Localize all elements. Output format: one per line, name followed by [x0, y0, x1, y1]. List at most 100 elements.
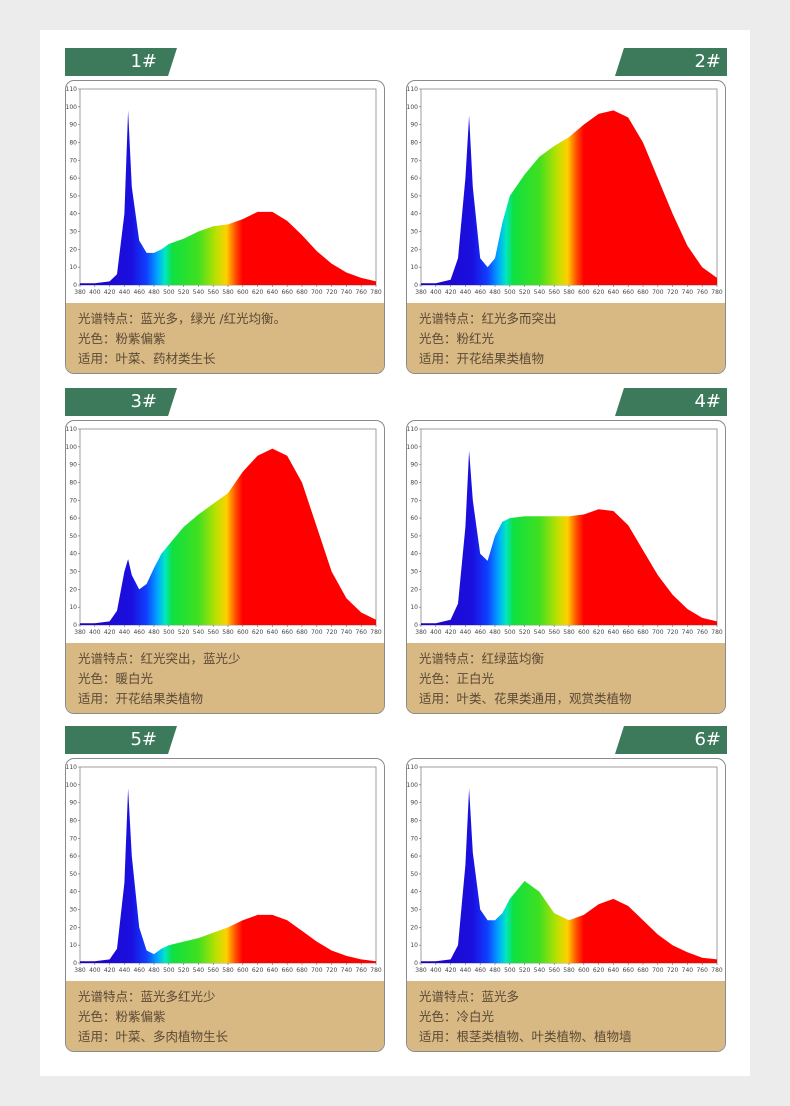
y-tick-label: 100 — [407, 444, 418, 451]
y-tick-label: 100 — [66, 444, 77, 451]
y-tick-label: 50 — [410, 871, 418, 878]
x-tick-label: 460 — [133, 967, 145, 974]
y-tick-label: 10 — [410, 942, 418, 949]
x-tick-label: 780 — [370, 967, 382, 974]
panel-tag-6: 6# — [615, 726, 727, 754]
y-tick-label: 110 — [407, 426, 418, 433]
panel-tag-5: 5# — [65, 726, 177, 754]
caption-feature-1: 光谱特点：蓝光多，绿光 /红光均衡。 — [78, 311, 287, 326]
x-tick-label: 380 — [415, 629, 427, 636]
y-tick-label: 90 — [410, 122, 418, 129]
panel-label-5: 5# — [130, 729, 157, 750]
y-tick-label: 110 — [407, 86, 418, 93]
x-tick-label: 520 — [178, 629, 190, 636]
caption-5: 光谱特点：蓝光多红光少 光色：粉紫偏紫 适用：叶菜、多肉植物生长 — [66, 981, 384, 1051]
y-tick-label: 70 — [69, 835, 77, 842]
x-tick-label: 380 — [415, 289, 427, 296]
x-tick-label: 480 — [148, 289, 160, 296]
y-tick-label: 80 — [69, 139, 77, 146]
y-tick-label: 50 — [69, 871, 77, 878]
x-tick-label: 740 — [341, 629, 353, 636]
spectrum-chart-3: 0 10 20 30 40 50 60 70 80 90 100 110 380 400 420 440 460… — [66, 426, 382, 636]
caption-2: 光谱特点：红光多而突出 光色：粉红光 适用：开花结果类植物 — [407, 303, 725, 373]
x-tick-label: 680 — [637, 289, 649, 296]
x-tick-label: 540 — [193, 967, 205, 974]
spectrum-area — [80, 110, 376, 286]
y-tick-label: 0 — [414, 282, 418, 289]
x-tick-label: 680 — [296, 629, 308, 636]
x-tick-label: 760 — [696, 289, 708, 296]
y-tick-label: 0 — [414, 960, 418, 967]
y-tick-label: 70 — [410, 157, 418, 164]
x-tick-label: 560 — [207, 629, 219, 636]
x-tick-label: 600 — [578, 967, 590, 974]
y-tick-label: 40 — [410, 211, 418, 218]
x-tick-label: 380 — [74, 967, 86, 974]
y-tick-label: 90 — [69, 462, 77, 469]
y-tick-label: 20 — [69, 246, 77, 253]
y-tick-label: 60 — [410, 853, 418, 860]
x-tick-label: 600 — [237, 967, 249, 974]
spectrum-chart-4: 0 10 20 30 40 50 60 70 80 90 100 110 380 400 420 440 460… — [407, 426, 723, 636]
x-tick-label: 420 — [104, 289, 116, 296]
x-tick-label: 640 — [608, 289, 620, 296]
x-tick-label: 620 — [252, 629, 264, 636]
x-tick-label: 740 — [341, 967, 353, 974]
y-tick-label: 60 — [410, 175, 418, 182]
x-tick-label: 560 — [207, 967, 219, 974]
caption-feature-4: 光谱特点：红绿蓝均衡 — [419, 651, 545, 666]
x-tick-label: 420 — [104, 967, 116, 974]
y-tick-label: 100 — [407, 104, 418, 111]
x-tick-label: 440 — [460, 289, 472, 296]
x-tick-label: 720 — [326, 629, 338, 636]
y-tick-label: 110 — [66, 764, 77, 771]
x-tick-label: 540 — [534, 967, 546, 974]
x-tick-label: 500 — [163, 967, 175, 974]
caption-feature-5: 光谱特点：蓝光多红光少 — [78, 989, 216, 1004]
spectrum-chart-2: 0 10 20 30 40 50 60 70 80 90 100 110 380 400 420 440 460… — [407, 86, 723, 296]
x-tick-label: 580 — [222, 629, 234, 636]
spectrum-area — [80, 448, 376, 625]
y-tick-label: 10 — [410, 264, 418, 271]
spectrum-area — [421, 450, 717, 625]
x-tick-label: 600 — [578, 629, 590, 636]
spectrum-chart-6: 0 10 20 30 40 50 60 70 80 90 100 110 380 400 420 440 460… — [407, 764, 723, 974]
x-tick-label: 700 — [311, 967, 323, 974]
x-tick-label: 500 — [504, 629, 516, 636]
x-tick-label: 640 — [608, 967, 620, 974]
panel-tag-2: 2# — [615, 48, 727, 76]
y-tick-label: 90 — [69, 800, 77, 807]
y-tick-label: 40 — [69, 551, 77, 558]
y-tick-label: 10 — [410, 604, 418, 611]
y-tick-label: 20 — [410, 586, 418, 593]
x-tick-label: 580 — [222, 967, 234, 974]
x-tick-label: 460 — [474, 289, 486, 296]
y-tick-label: 20 — [69, 586, 77, 593]
caption-usage-5: 适用：叶菜、多肉植物生长 — [78, 1029, 229, 1044]
y-tick-label: 60 — [69, 515, 77, 522]
spectrum-area — [421, 110, 717, 286]
page: 1# 2# 0 10 20 30 40 50 60 70 80 90 100 110 380 400 420… — [40, 30, 750, 1076]
panel-label-6: 6# — [694, 729, 721, 750]
y-tick-label: 90 — [410, 462, 418, 469]
x-tick-label: 700 — [311, 629, 323, 636]
panel-label-2: 2# — [694, 51, 721, 72]
x-tick-label: 380 — [74, 629, 86, 636]
x-tick-label: 600 — [578, 289, 590, 296]
y-tick-label: 0 — [73, 960, 77, 967]
caption-color-6: 光色：冷白光 — [419, 1009, 495, 1024]
y-tick-label: 40 — [69, 211, 77, 218]
x-tick-label: 480 — [148, 629, 160, 636]
x-tick-label: 720 — [667, 967, 679, 974]
y-tick-label: 60 — [410, 515, 418, 522]
spectrum-card-5: 0 10 20 30 40 50 60 70 80 90 100 110 380 400 420 440 460… — [65, 758, 385, 1052]
x-tick-label: 660 — [281, 629, 293, 636]
caption-usage-1: 适用：叶菜、药材类生长 — [78, 351, 216, 366]
y-tick-label: 30 — [69, 229, 77, 236]
y-tick-label: 90 — [69, 122, 77, 129]
x-tick-label: 700 — [652, 629, 664, 636]
y-tick-label: 20 — [410, 246, 418, 253]
x-tick-label: 760 — [355, 289, 367, 296]
caption-color-3: 光色：暖白光 — [78, 671, 154, 686]
x-tick-label: 520 — [178, 967, 190, 974]
